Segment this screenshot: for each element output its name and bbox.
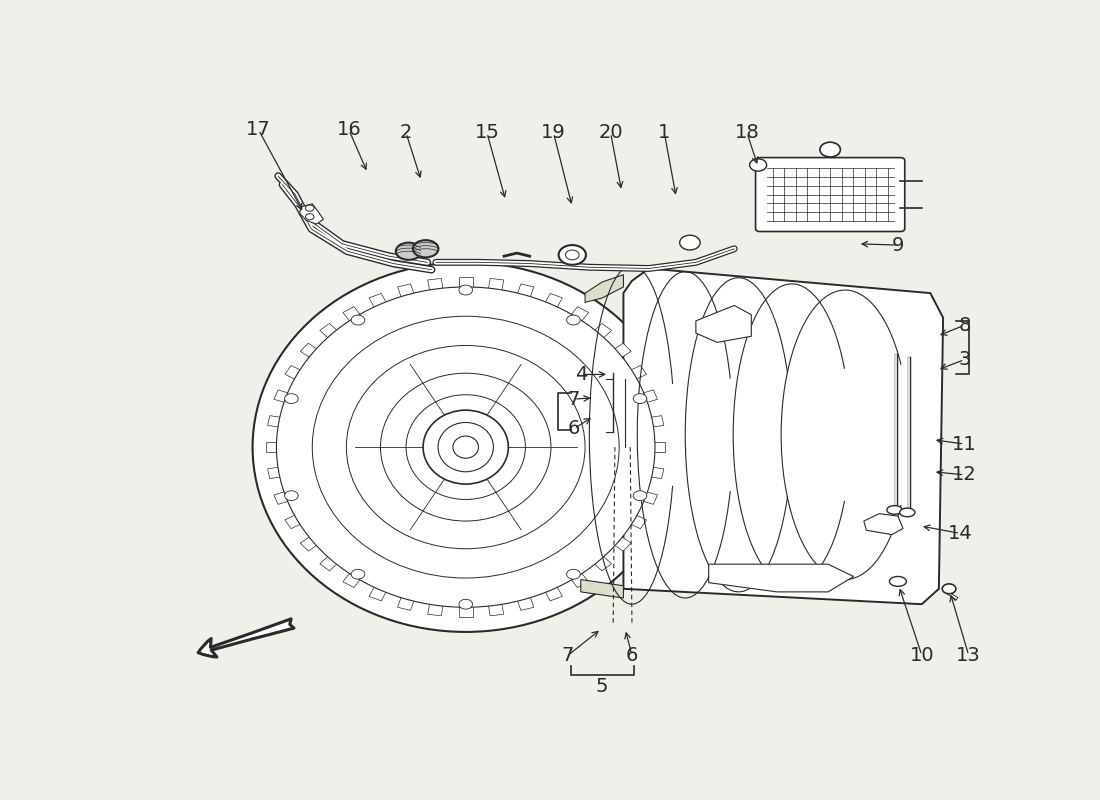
Circle shape <box>565 250 579 260</box>
Ellipse shape <box>900 508 915 517</box>
Ellipse shape <box>285 490 298 501</box>
Ellipse shape <box>424 410 508 484</box>
Text: 18: 18 <box>735 123 759 142</box>
Text: 10: 10 <box>910 646 934 665</box>
Polygon shape <box>428 603 443 616</box>
Polygon shape <box>517 597 534 610</box>
Ellipse shape <box>351 315 365 325</box>
Text: 6: 6 <box>626 646 638 665</box>
Circle shape <box>306 214 313 220</box>
Ellipse shape <box>276 287 654 607</box>
Polygon shape <box>614 537 631 551</box>
Polygon shape <box>544 294 562 308</box>
Polygon shape <box>343 573 361 587</box>
Text: 9: 9 <box>892 235 904 254</box>
Polygon shape <box>285 366 301 379</box>
Circle shape <box>559 245 586 265</box>
Text: 3: 3 <box>958 350 970 369</box>
Polygon shape <box>428 278 443 291</box>
Polygon shape <box>653 442 666 452</box>
Polygon shape <box>300 537 318 551</box>
Polygon shape <box>267 467 282 478</box>
Polygon shape <box>629 366 647 379</box>
Polygon shape <box>397 597 415 610</box>
Polygon shape <box>594 323 612 338</box>
Polygon shape <box>642 390 658 402</box>
Polygon shape <box>274 390 289 402</box>
Polygon shape <box>581 579 624 598</box>
Polygon shape <box>594 556 612 571</box>
Polygon shape <box>629 515 647 529</box>
Polygon shape <box>267 416 282 427</box>
Ellipse shape <box>253 262 679 632</box>
Polygon shape <box>708 564 854 592</box>
Text: 2: 2 <box>400 123 412 142</box>
Polygon shape <box>642 491 658 504</box>
Polygon shape <box>300 343 318 358</box>
Polygon shape <box>571 573 588 587</box>
Ellipse shape <box>634 490 647 501</box>
Polygon shape <box>459 277 473 288</box>
Polygon shape <box>585 274 624 302</box>
Ellipse shape <box>634 394 647 403</box>
Text: 15: 15 <box>474 123 499 142</box>
Polygon shape <box>397 284 415 298</box>
Polygon shape <box>459 606 473 617</box>
Text: 16: 16 <box>337 120 361 139</box>
Polygon shape <box>320 323 338 338</box>
Ellipse shape <box>566 570 581 579</box>
Circle shape <box>749 159 767 171</box>
Polygon shape <box>517 284 534 298</box>
Text: 4: 4 <box>574 365 587 384</box>
Ellipse shape <box>453 436 478 458</box>
Ellipse shape <box>396 242 421 260</box>
Polygon shape <box>343 306 361 322</box>
Ellipse shape <box>351 570 365 579</box>
Ellipse shape <box>890 577 906 586</box>
Ellipse shape <box>566 315 581 325</box>
Ellipse shape <box>412 240 439 258</box>
Polygon shape <box>370 294 386 308</box>
Polygon shape <box>299 204 323 224</box>
Polygon shape <box>650 467 663 478</box>
Text: 7: 7 <box>562 646 574 665</box>
Circle shape <box>306 205 313 211</box>
Polygon shape <box>544 586 562 601</box>
Polygon shape <box>488 278 504 291</box>
Ellipse shape <box>887 506 902 514</box>
Polygon shape <box>488 603 504 616</box>
Polygon shape <box>274 491 289 504</box>
Polygon shape <box>650 416 663 427</box>
Ellipse shape <box>438 422 494 472</box>
Polygon shape <box>370 586 386 601</box>
FancyArrowPatch shape <box>198 619 294 657</box>
Text: 14: 14 <box>948 524 972 543</box>
Polygon shape <box>864 514 903 534</box>
Polygon shape <box>571 306 588 322</box>
Ellipse shape <box>459 285 473 295</box>
Ellipse shape <box>285 394 298 403</box>
Text: 6: 6 <box>568 419 580 438</box>
Text: 1: 1 <box>658 123 671 142</box>
Text: 11: 11 <box>952 434 977 454</box>
Text: 19: 19 <box>541 123 565 142</box>
Text: 20: 20 <box>598 123 623 142</box>
Polygon shape <box>696 306 751 342</box>
Polygon shape <box>614 343 631 358</box>
Circle shape <box>820 142 840 157</box>
Text: 17: 17 <box>246 120 271 139</box>
Ellipse shape <box>459 599 473 609</box>
Ellipse shape <box>943 584 956 594</box>
Circle shape <box>680 235 701 250</box>
FancyBboxPatch shape <box>756 158 904 231</box>
Polygon shape <box>624 269 943 604</box>
Polygon shape <box>320 556 338 571</box>
Polygon shape <box>266 442 278 452</box>
Text: 13: 13 <box>956 646 981 665</box>
Text: 5: 5 <box>596 677 608 696</box>
Text: 12: 12 <box>952 466 977 484</box>
Text: 8: 8 <box>958 316 970 334</box>
Polygon shape <box>285 515 301 529</box>
Text: 7: 7 <box>568 390 580 409</box>
